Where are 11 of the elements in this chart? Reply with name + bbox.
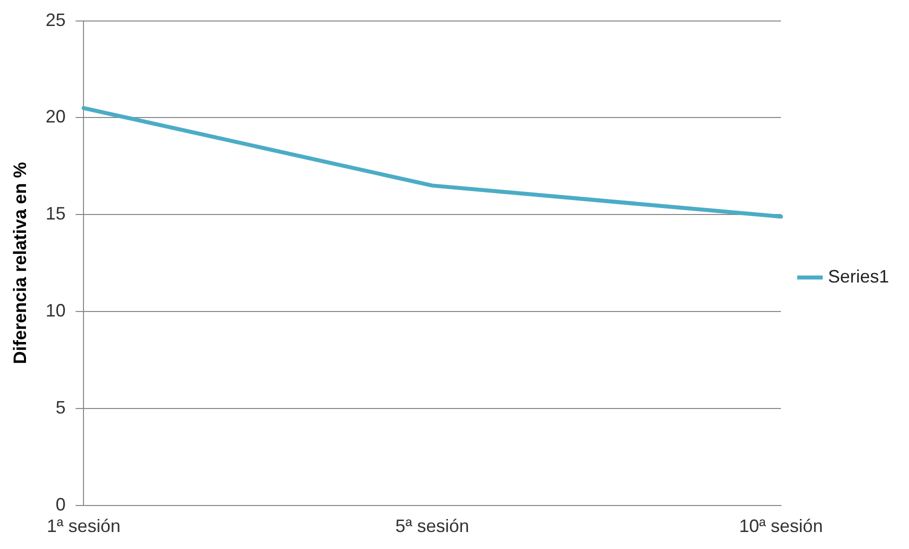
y-tick-label: 25 <box>46 10 66 30</box>
y-tick-label: 5 <box>56 397 66 418</box>
y-axis-title: Diferencia relativa en % <box>10 162 30 364</box>
y-tick-label: 10 <box>46 300 66 321</box>
x-tick-label: 5ª sesión <box>395 516 470 536</box>
x-tick-label: 10ª sesión <box>739 516 823 536</box>
legend-label: Series1 <box>828 266 889 286</box>
y-tick-label: 20 <box>46 106 66 127</box>
y-tick-label: 15 <box>46 204 66 224</box>
y-tick-label: 0 <box>56 494 66 514</box>
x-tick-label: 1ª sesión <box>46 516 120 536</box>
